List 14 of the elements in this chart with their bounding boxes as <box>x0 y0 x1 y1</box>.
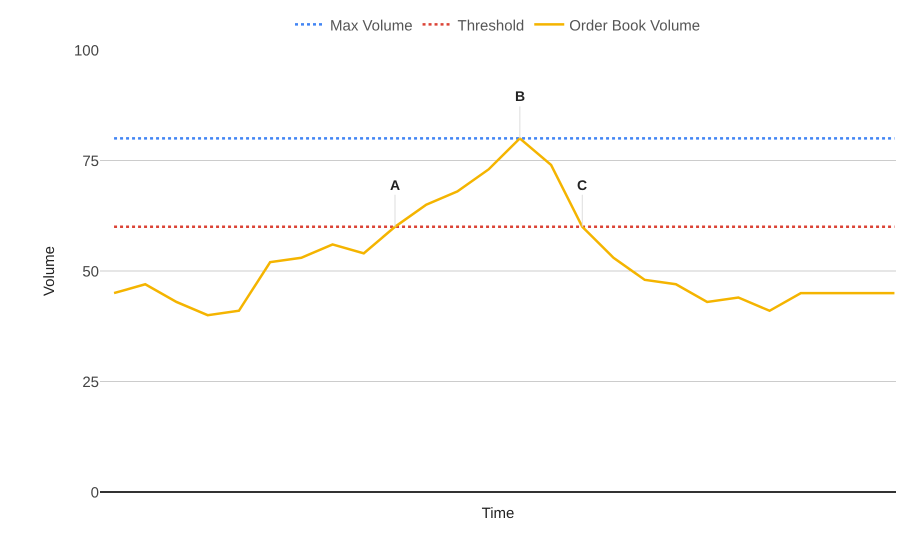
y-tick-label: 50 <box>82 263 99 280</box>
y-tick-label: 75 <box>82 152 99 170</box>
data-label: C <box>577 177 588 193</box>
legend-label: Max Volume <box>330 17 413 34</box>
legend-label: Order Book Volume <box>569 17 700 34</box>
y-tick-label: 25 <box>82 374 99 391</box>
data-label: B <box>515 88 526 104</box>
y-tick-label: 100 <box>74 42 99 60</box>
data-label: A <box>390 177 400 193</box>
x-axis-title: Time <box>482 505 514 522</box>
line-series <box>112 137 896 316</box>
y-axis-title: Volume <box>41 246 58 296</box>
legend-label: Threshold <box>458 17 524 34</box>
y-tick-label: 0 <box>90 484 99 502</box>
